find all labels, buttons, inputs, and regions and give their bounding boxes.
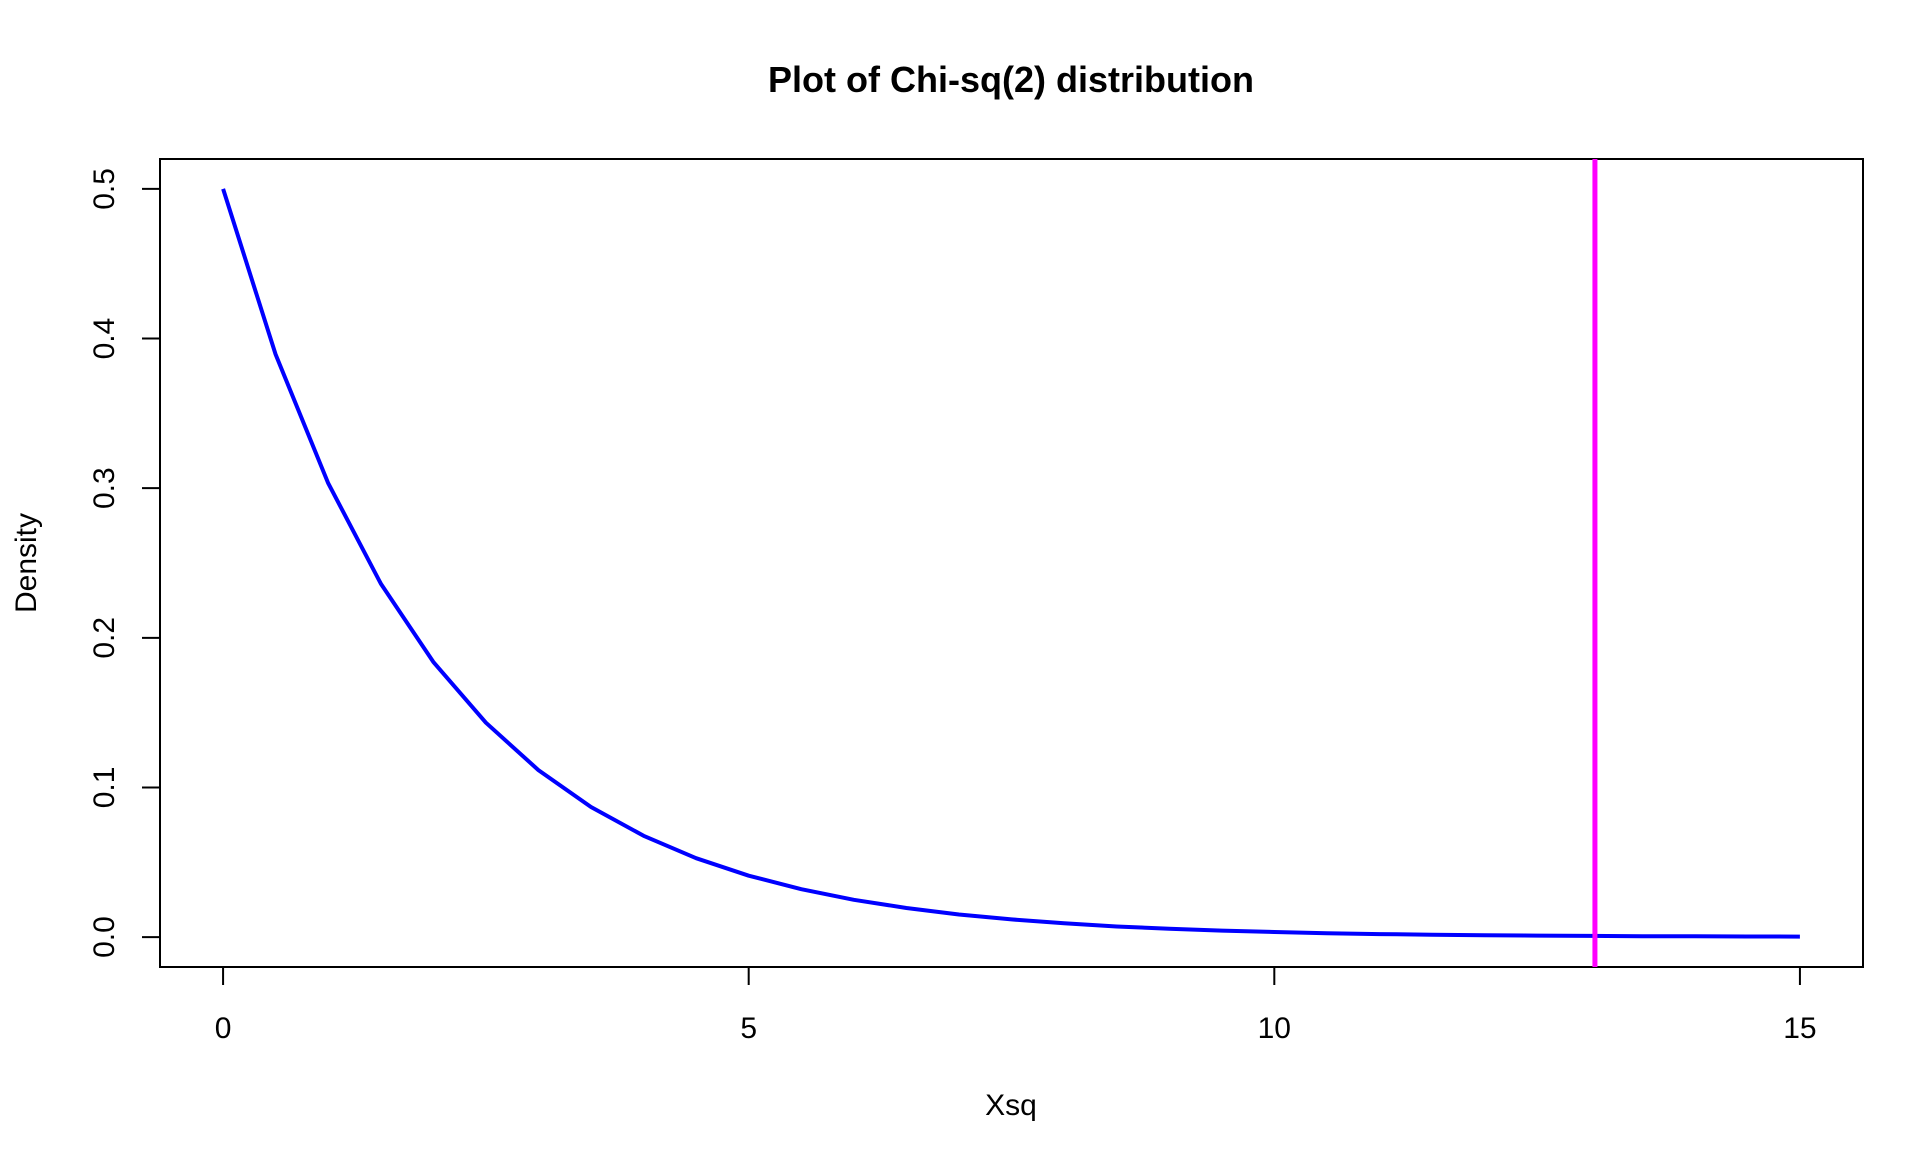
x-tick-label: 10	[1258, 1012, 1291, 1045]
y-tick-label: 0.0	[88, 916, 121, 958]
x-tick-label: 0	[215, 1012, 232, 1045]
plot-area	[221, 159, 1800, 967]
y-tick-label: 0.5	[88, 168, 121, 210]
y-tick-label: 0.1	[88, 767, 121, 809]
y-tick-label: 0.3	[88, 467, 121, 509]
x-tick-label: 15	[1783, 1012, 1816, 1045]
x-axis: 0 5 10 15	[215, 966, 1817, 1045]
x-tick-label: 5	[740, 1012, 757, 1045]
y-tick-label: 0.4	[88, 318, 121, 360]
y-axis: 0.0 0.1 0.2 0.3 0.4 0.5	[88, 168, 161, 958]
density-curve-line	[221, 188, 1800, 939]
x-axis-label: Xsq	[985, 1089, 1037, 1122]
y-axis-label: Density	[10, 513, 43, 613]
y-tick-label: 0.2	[88, 617, 121, 659]
chart-title: Plot of Chi-sq(2) distribution	[768, 59, 1254, 100]
